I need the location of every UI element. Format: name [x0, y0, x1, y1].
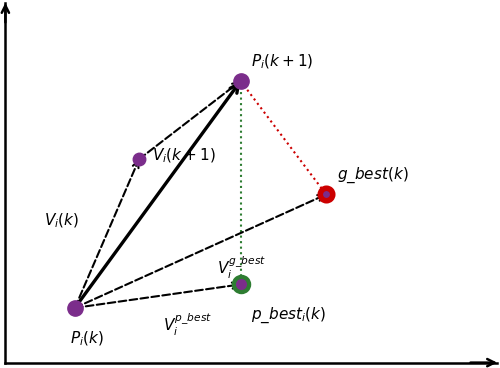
Text: $P_i(k+1)$: $P_i(k+1)$	[252, 53, 314, 71]
Text: $V_i^{g\_best}$: $V_i^{g\_best}$	[216, 255, 266, 281]
Text: $g\_best(k)$: $g\_best(k)$	[337, 165, 408, 185]
Text: $V_i(k)$: $V_i(k)$	[44, 211, 79, 230]
Text: $P_i(k)$: $P_i(k)$	[70, 329, 103, 348]
Text: $p\_best_i(k)$: $p\_best_i(k)$	[252, 306, 326, 325]
Text: $V_i^{p\_best}$: $V_i^{p\_best}$	[163, 312, 212, 338]
Text: $V_i(k+1)$: $V_i(k+1)$	[152, 146, 216, 164]
